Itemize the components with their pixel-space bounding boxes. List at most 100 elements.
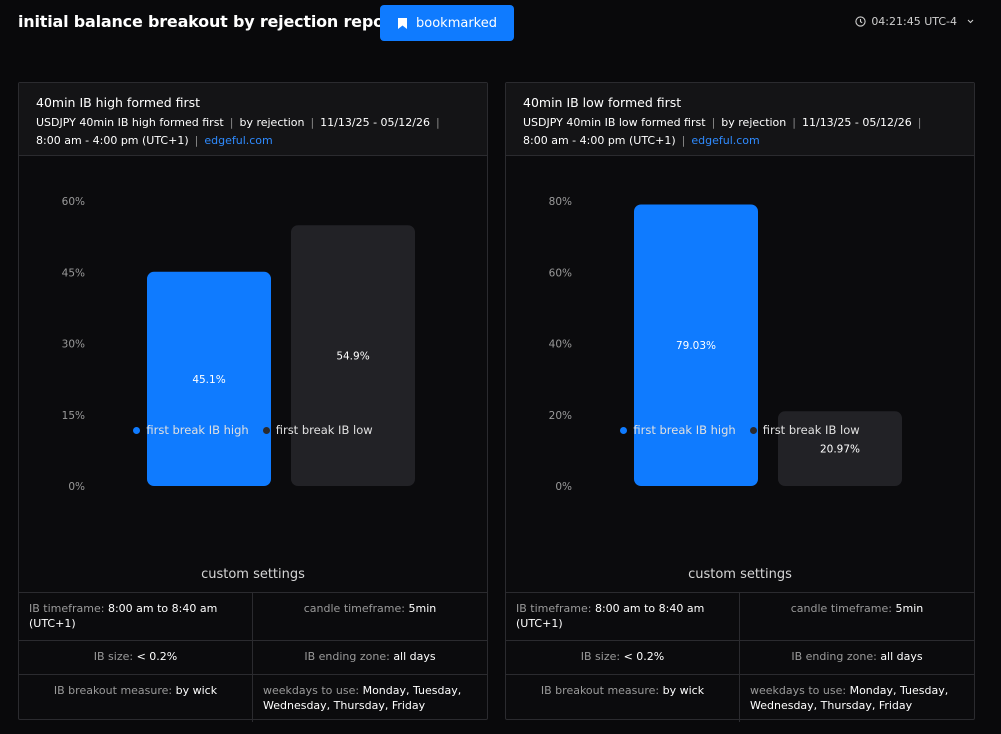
setting-value: 5min bbox=[895, 602, 924, 615]
legend-label: first break IB low bbox=[762, 423, 860, 437]
settings-title: custom settings bbox=[201, 567, 305, 582]
card-meta: USDJPY 40min IB high formed first | by rej… bbox=[36, 114, 471, 150]
legend-dot bbox=[133, 426, 141, 434]
card-header: 40min IB low formed first USDJPY 40min I… bbox=[506, 83, 974, 156]
setting-label: IB breakout measure: bbox=[53, 684, 176, 697]
y-tick-label: 40% bbox=[549, 339, 572, 351]
setting-value: Monday, Tuesday, Wednesday, Thursday, Fr… bbox=[263, 684, 462, 712]
separator: | bbox=[435, 116, 440, 129]
card-header: 40min IB high formed first USDJPY 40min … bbox=[19, 83, 487, 156]
setting-candle-timeframe: candle timeframe: 5min bbox=[740, 593, 974, 641]
report-card-ib-high: 40min IB high formed first USDJPY 40min … bbox=[18, 82, 488, 722]
setting-value: Monday, Tuesday, Wednesday, Thursday, Fr… bbox=[750, 684, 949, 712]
y-tick-label: 45% bbox=[62, 267, 85, 279]
bookmark-button[interactable]: bookmarked bbox=[380, 5, 514, 41]
y-tick-label: 60% bbox=[549, 267, 572, 279]
setting-ib-breakout-measure: IB breakout measure: by wick bbox=[506, 675, 740, 722]
timezone-selector[interactable]: 04:21:45 UTC-4 bbox=[855, 15, 975, 28]
setting-label: IB timeframe: bbox=[29, 602, 108, 615]
setting-value: < 0.2% bbox=[623, 650, 665, 663]
setting-ib-ending-zone: IB ending zone: all days bbox=[253, 641, 487, 675]
settings-grid: IB timeframe: 8:00 am to 8:40 am (UTC+1)… bbox=[506, 592, 974, 722]
bar-chart: 0% 20% 40% 60% 80% 79.03% 20.97% bbox=[506, 156, 974, 496]
meta-symbol: USDJPY 40min IB high formed first bbox=[36, 116, 224, 129]
setting-label: weekdays to use: bbox=[263, 684, 363, 697]
legend-item-ib-high: first break IB high bbox=[133, 423, 249, 437]
setting-value: < 0.2% bbox=[136, 650, 178, 663]
legend-label: first break IB high bbox=[146, 423, 249, 437]
setting-label: IB size: bbox=[580, 650, 624, 663]
bookmark-icon bbox=[398, 17, 407, 29]
setting-label: IB ending zone: bbox=[304, 650, 394, 663]
setting-candle-timeframe: candle timeframe: 5min bbox=[253, 593, 487, 641]
card-title: 40min IB low formed first bbox=[523, 95, 682, 110]
setting-value: 8:00 am to 8:40 am (UTC+1) bbox=[516, 602, 705, 630]
meta-method: by rejection bbox=[721, 116, 787, 129]
setting-value: 8:00 am to 8:40 am (UTC+1) bbox=[29, 602, 218, 630]
setting-value: all days bbox=[393, 650, 436, 663]
legend-label: first break IB high bbox=[633, 423, 736, 437]
setting-ib-ending-zone: IB ending zone: all days bbox=[740, 641, 974, 675]
legend-dot bbox=[620, 426, 628, 434]
bookmark-label: bookmarked bbox=[416, 15, 497, 31]
legend-label: first break IB low bbox=[275, 423, 373, 437]
page-title: initial balance breakout by rejection re… bbox=[18, 12, 400, 31]
setting-ib-timeframe: IB timeframe: 8:00 am to 8:40 am (UTC+1) bbox=[19, 593, 253, 641]
bar-value-label: 54.9% bbox=[336, 351, 369, 363]
settings-grid: IB timeframe: 8:00 am to 8:40 am (UTC+1)… bbox=[19, 592, 487, 722]
legend-item-ib-low: first break IB low bbox=[262, 423, 373, 437]
y-tick-label: 0% bbox=[555, 481, 572, 493]
setting-value: by wick bbox=[175, 684, 218, 697]
legend-dot bbox=[749, 426, 757, 434]
setting-label: IB breakout measure: bbox=[540, 684, 663, 697]
y-tick-label: 20% bbox=[549, 410, 572, 422]
bar-first-break-ib-high[interactable] bbox=[634, 204, 758, 486]
meta-dates: 11/13/25 - 05/12/26 bbox=[801, 116, 912, 129]
legend-item-ib-high: first break IB high bbox=[620, 423, 736, 437]
separator: | bbox=[792, 116, 796, 129]
bar-chart: 0% 15% 30% 45% 60% 45.1% 54.9% bbox=[19, 156, 487, 496]
setting-ib-timeframe: IB timeframe: 8:00 am to 8:40 am (UTC+1) bbox=[506, 593, 740, 641]
setting-weekdays: weekdays to use: Monday, Tuesday, Wednes… bbox=[740, 675, 974, 722]
separator: | bbox=[917, 116, 922, 129]
setting-value: 5min bbox=[408, 602, 437, 615]
card-meta: USDJPY 40min IB low formed first | by reje… bbox=[523, 114, 958, 150]
app-header: initial balance breakout by rejection re… bbox=[0, 0, 1001, 44]
setting-label: weekdays to use: bbox=[750, 684, 850, 697]
bar-chart-svg: 0% 15% 30% 45% 60% 45.1% 54.9% bbox=[62, 196, 415, 493]
bar-first-break-ib-low[interactable] bbox=[778, 411, 902, 486]
separator: | bbox=[681, 134, 686, 147]
chart-legend: first break IB high first break IB low bbox=[506, 423, 974, 437]
bar-value-label: 79.03% bbox=[676, 340, 716, 352]
setting-ib-breakout-measure: IB breakout measure: by wick bbox=[19, 675, 253, 722]
separator: | bbox=[711, 116, 716, 129]
edgeful-link[interactable]: edgeful.com bbox=[204, 134, 273, 147]
setting-value: by wick bbox=[662, 684, 705, 697]
setting-ib-size: IB size: < 0.2% bbox=[19, 641, 253, 675]
card-title: 40min IB high formed first bbox=[36, 95, 201, 110]
bar-chart-svg: 0% 20% 40% 60% 80% 79.03% 20.97% bbox=[549, 196, 902, 493]
y-tick-label: 60% bbox=[62, 196, 85, 208]
y-tick-label: 80% bbox=[549, 196, 572, 208]
meta-symbol: USDJPY 40min IB low formed first bbox=[523, 116, 706, 129]
bar-value-label: 45.1% bbox=[192, 374, 225, 386]
meta-dates: 11/13/25 - 05/12/26 bbox=[320, 116, 430, 129]
clock-icon bbox=[855, 16, 866, 27]
separator: | bbox=[194, 134, 199, 147]
meta-method: by rejection bbox=[239, 116, 305, 129]
report-card-ib-low: 40min IB low formed first USDJPY 40min I… bbox=[505, 82, 975, 722]
bar-first-break-ib-high[interactable] bbox=[147, 271, 271, 486]
edgeful-link[interactable]: edgeful.com bbox=[691, 134, 760, 147]
bar-value-label: 20.97% bbox=[820, 444, 860, 456]
setting-value: all days bbox=[880, 650, 923, 663]
separator: | bbox=[310, 116, 315, 129]
setting-weekdays: weekdays to use: Monday, Tuesday, Wednes… bbox=[253, 675, 487, 722]
meta-session: 8:00 am - 4:00 pm (UTC+1) bbox=[523, 134, 676, 147]
meta-session: 8:00 am - 4:00 pm (UTC+1) bbox=[36, 134, 189, 147]
clock-time: 04:21:45 UTC-4 bbox=[871, 15, 957, 28]
bar-first-break-ib-low[interactable] bbox=[291, 225, 415, 486]
y-tick-label: 15% bbox=[62, 410, 85, 422]
setting-ib-size: IB size: < 0.2% bbox=[506, 641, 740, 675]
setting-label: candle timeframe: bbox=[790, 602, 896, 615]
chevron-down-icon bbox=[967, 19, 974, 24]
